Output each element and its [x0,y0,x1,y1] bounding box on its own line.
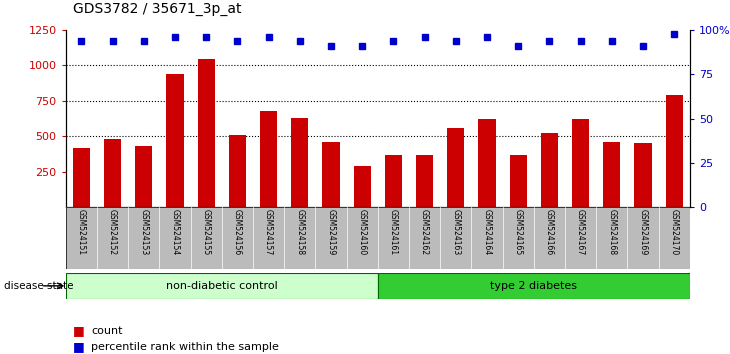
Text: percentile rank within the sample: percentile rank within the sample [91,342,279,352]
Text: GSM524153: GSM524153 [139,209,148,255]
Text: GSM524163: GSM524163 [451,209,461,255]
Bar [634,143,652,207]
Bar [603,142,620,207]
Bar [478,119,496,207]
Text: GSM524157: GSM524157 [264,209,273,255]
Text: GSM524154: GSM524154 [170,209,180,255]
Text: GSM524168: GSM524168 [607,209,616,255]
Text: GSM524159: GSM524159 [326,209,336,255]
Bar [541,133,558,207]
Bar [135,146,153,207]
Text: GSM524161: GSM524161 [389,209,398,255]
Bar [572,119,589,207]
Text: GSM524170: GSM524170 [669,209,679,255]
Bar [378,273,690,299]
Text: GSM524164: GSM524164 [483,209,491,255]
Bar [447,128,464,207]
Bar [323,142,339,207]
Bar [166,74,183,207]
Bar [198,59,215,207]
Text: GSM524167: GSM524167 [576,209,585,255]
Text: GSM524165: GSM524165 [514,209,523,255]
Text: non-diabetic control: non-diabetic control [166,281,277,291]
Bar [66,273,378,299]
Text: count: count [91,326,123,336]
Bar [73,148,90,207]
Bar [260,111,277,207]
Bar [228,135,246,207]
Bar [104,139,121,207]
Bar [666,95,683,207]
Text: GSM524166: GSM524166 [545,209,554,255]
Bar [416,155,433,207]
Text: GSM524158: GSM524158 [295,209,304,255]
Text: ■: ■ [73,325,85,337]
Text: GSM524155: GSM524155 [201,209,211,255]
Text: disease state: disease state [4,281,73,291]
Text: GSM524162: GSM524162 [420,209,429,255]
Text: GSM524152: GSM524152 [108,209,117,255]
Bar [353,166,371,207]
Text: GSM524169: GSM524169 [639,209,648,255]
Text: GSM524160: GSM524160 [358,209,366,255]
Bar [291,118,308,207]
Bar [510,155,527,207]
Text: GSM524156: GSM524156 [233,209,242,255]
Text: type 2 diabetes: type 2 diabetes [491,281,577,291]
Text: GSM524151: GSM524151 [77,209,86,255]
Text: GDS3782 / 35671_3p_at: GDS3782 / 35671_3p_at [73,2,242,16]
Text: ■: ■ [73,341,85,353]
Bar [385,155,402,207]
